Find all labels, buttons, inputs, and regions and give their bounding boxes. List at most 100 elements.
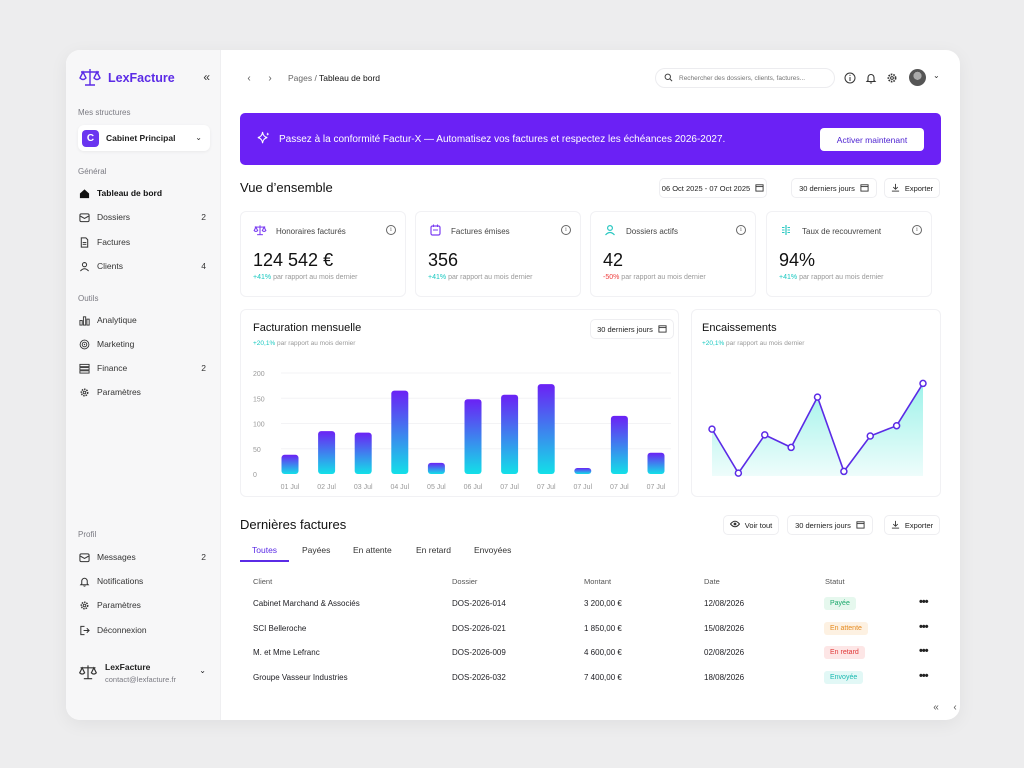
- sidebar-item-dashboard[interactable]: Tableau de bord: [78, 184, 210, 202]
- collapse-sidebar-icon[interactable]: «: [203, 70, 210, 84]
- sidebar-item-notifications[interactable]: Notifications: [78, 572, 210, 590]
- target-icon: [78, 338, 90, 350]
- sidebar-item-clients[interactable]: Clients 4: [78, 257, 210, 275]
- kpi-delta: +41% par rapport au mois dernier: [428, 274, 533, 281]
- calendar-icon: [860, 183, 869, 194]
- stack-icon: [78, 362, 90, 374]
- kpi-card: Factures émises i 356 +41% par rapport a…: [415, 211, 581, 297]
- tab-en-retard[interactable]: En retard: [416, 545, 451, 555]
- amount-cell: 3 200,00 €: [584, 599, 622, 608]
- more-icon[interactable]: •••: [919, 621, 929, 633]
- sidebar-item-count: 2: [201, 212, 206, 222]
- period-selector[interactable]: 30 derniers jours: [791, 178, 877, 198]
- x-tick-label: 07 Jul: [610, 484, 629, 491]
- back-icon[interactable]: ‹: [247, 72, 251, 84]
- area-fill: [712, 383, 923, 476]
- x-tick-label: 01 Jul: [281, 484, 300, 491]
- chart-period-selector[interactable]: 30 derniers jours: [590, 319, 674, 339]
- sidebar-item-label: Messages: [97, 552, 136, 562]
- invoices-period-selector[interactable]: 30 derniers jours: [787, 515, 873, 535]
- brand-name: LexFacture: [108, 71, 175, 85]
- chevron-down-icon[interactable]: ⌄: [933, 71, 940, 80]
- home-icon: [78, 187, 90, 199]
- user-name: LexFacture: [105, 662, 151, 672]
- kpi-value: 94%: [779, 250, 816, 270]
- more-icon[interactable]: •••: [919, 670, 929, 682]
- sidebar-item-analytique[interactable]: Analytique: [78, 311, 210, 329]
- cash-collections-card: Encaissements +20,1% par rapport au mois…: [691, 309, 941, 497]
- card-title: Encaissements: [702, 322, 777, 334]
- sidebar-item-label: Analytique: [97, 315, 137, 325]
- bar: [318, 431, 336, 474]
- gear-icon[interactable]: [885, 71, 899, 85]
- tab-toutes[interactable]: Toutes: [252, 545, 278, 555]
- more-icon[interactable]: •••: [919, 645, 929, 657]
- sidebar-item-label: Tableau de bord: [97, 188, 163, 198]
- calendar-icon: [856, 520, 865, 531]
- sidebar-item-finance[interactable]: Finance 2: [78, 359, 210, 377]
- sidebar-item-deconnexion[interactable]: Déconnexion: [78, 621, 210, 639]
- tab-payees[interactable]: Payées: [302, 545, 331, 555]
- activate-button[interactable]: Activer maintenant: [820, 128, 924, 151]
- bar: [647, 452, 665, 474]
- pager-first-icon[interactable]: «: [933, 701, 939, 713]
- sidebar-item-count: 4: [201, 261, 206, 271]
- info-icon[interactable]: i: [561, 225, 571, 235]
- sparkle-icon: [256, 131, 271, 148]
- sidebar-item-factures[interactable]: Factures: [78, 233, 210, 251]
- sidebar-item-messages[interactable]: Messages 2: [78, 548, 210, 566]
- scale-icon: [78, 663, 98, 683]
- data-point: [787, 443, 795, 452]
- data-point: [813, 393, 822, 401]
- kpi-delta: +41% par rapport au mois dernier: [253, 274, 358, 281]
- sidebar-item-parametres[interactable]: Paramètres: [78, 383, 210, 401]
- folder-icon: [78, 211, 90, 223]
- kpi-card: Dossiers actifs i 42 -50% par rapport au…: [590, 211, 756, 297]
- search-box[interactable]: [655, 68, 835, 88]
- info-icon[interactable]: i: [912, 225, 922, 235]
- more-icon[interactable]: •••: [919, 596, 929, 608]
- kpi-card: Taux de recouvrement i 94% +41% par rapp…: [766, 211, 932, 297]
- client-cell: Cabinet Marchand & Associés: [253, 599, 360, 608]
- kpi-card: Honoraires facturés i 124 542 € +41% par…: [240, 211, 406, 297]
- kpi-delta-value: +41%: [253, 274, 272, 281]
- invoices-export-button[interactable]: Exporter: [884, 515, 940, 535]
- client-cell: M. et Mme Lefranc: [253, 648, 320, 657]
- bar: [427, 462, 445, 474]
- date-range-picker[interactable]: 06 Oct 2025 - 07 Oct 2025: [659, 178, 767, 198]
- breadcrumb-parent[interactable]: Pages: [288, 73, 313, 83]
- pager-prev-icon[interactable]: ‹: [953, 701, 957, 713]
- view-all-button[interactable]: Voir tout: [723, 515, 779, 535]
- tab-envoyees[interactable]: Envoyées: [474, 545, 512, 555]
- sidebar-item-profile-parametres[interactable]: Paramètres: [78, 596, 210, 614]
- kpi-delta: -50% par rapport au mois dernier: [603, 274, 706, 281]
- workspace-selector[interactable]: C Cabinet Principal ⌄: [78, 125, 210, 151]
- workspace-badge: C: [82, 129, 99, 147]
- info-icon[interactable]: i: [736, 225, 746, 235]
- avatar[interactable]: [909, 69, 926, 86]
- user-email: contact@lexfacture.fr: [105, 675, 176, 684]
- x-tick-label: 03 Jul: [354, 484, 373, 491]
- bell-icon[interactable]: [864, 71, 878, 85]
- sidebar-item-dossiers[interactable]: Dossiers 2: [78, 208, 210, 226]
- facturx-banner: Passez à la conformité Factur-X — Automa…: [240, 113, 941, 165]
- kpi-value: 356: [428, 250, 459, 270]
- download-icon: [891, 520, 900, 531]
- user-card[interactable]: LexFacture contact@lexfacture.fr ⌄: [78, 658, 210, 688]
- bar: [281, 454, 299, 474]
- main-content: ‹ › Pages / Tableau de bord ⌄ Passez à l…: [221, 50, 960, 720]
- data-point: [734, 469, 743, 477]
- search-input[interactable]: [679, 74, 829, 82]
- column-header: Date: [704, 577, 720, 586]
- date-cell: 18/08/2026: [704, 673, 745, 682]
- sidebar-item-marketing[interactable]: Marketing: [78, 335, 210, 353]
- forward-icon[interactable]: ›: [268, 72, 272, 84]
- calendar-icon: [658, 324, 667, 335]
- data-point: [892, 421, 901, 430]
- info-icon[interactable]: [843, 71, 857, 85]
- sidebar-item-label: Clients: [97, 261, 123, 271]
- info-icon[interactable]: i: [386, 225, 396, 235]
- export-button[interactable]: Exporter: [884, 178, 940, 198]
- tab-en-attente[interactable]: En attente: [353, 545, 392, 555]
- bar: [610, 415, 628, 474]
